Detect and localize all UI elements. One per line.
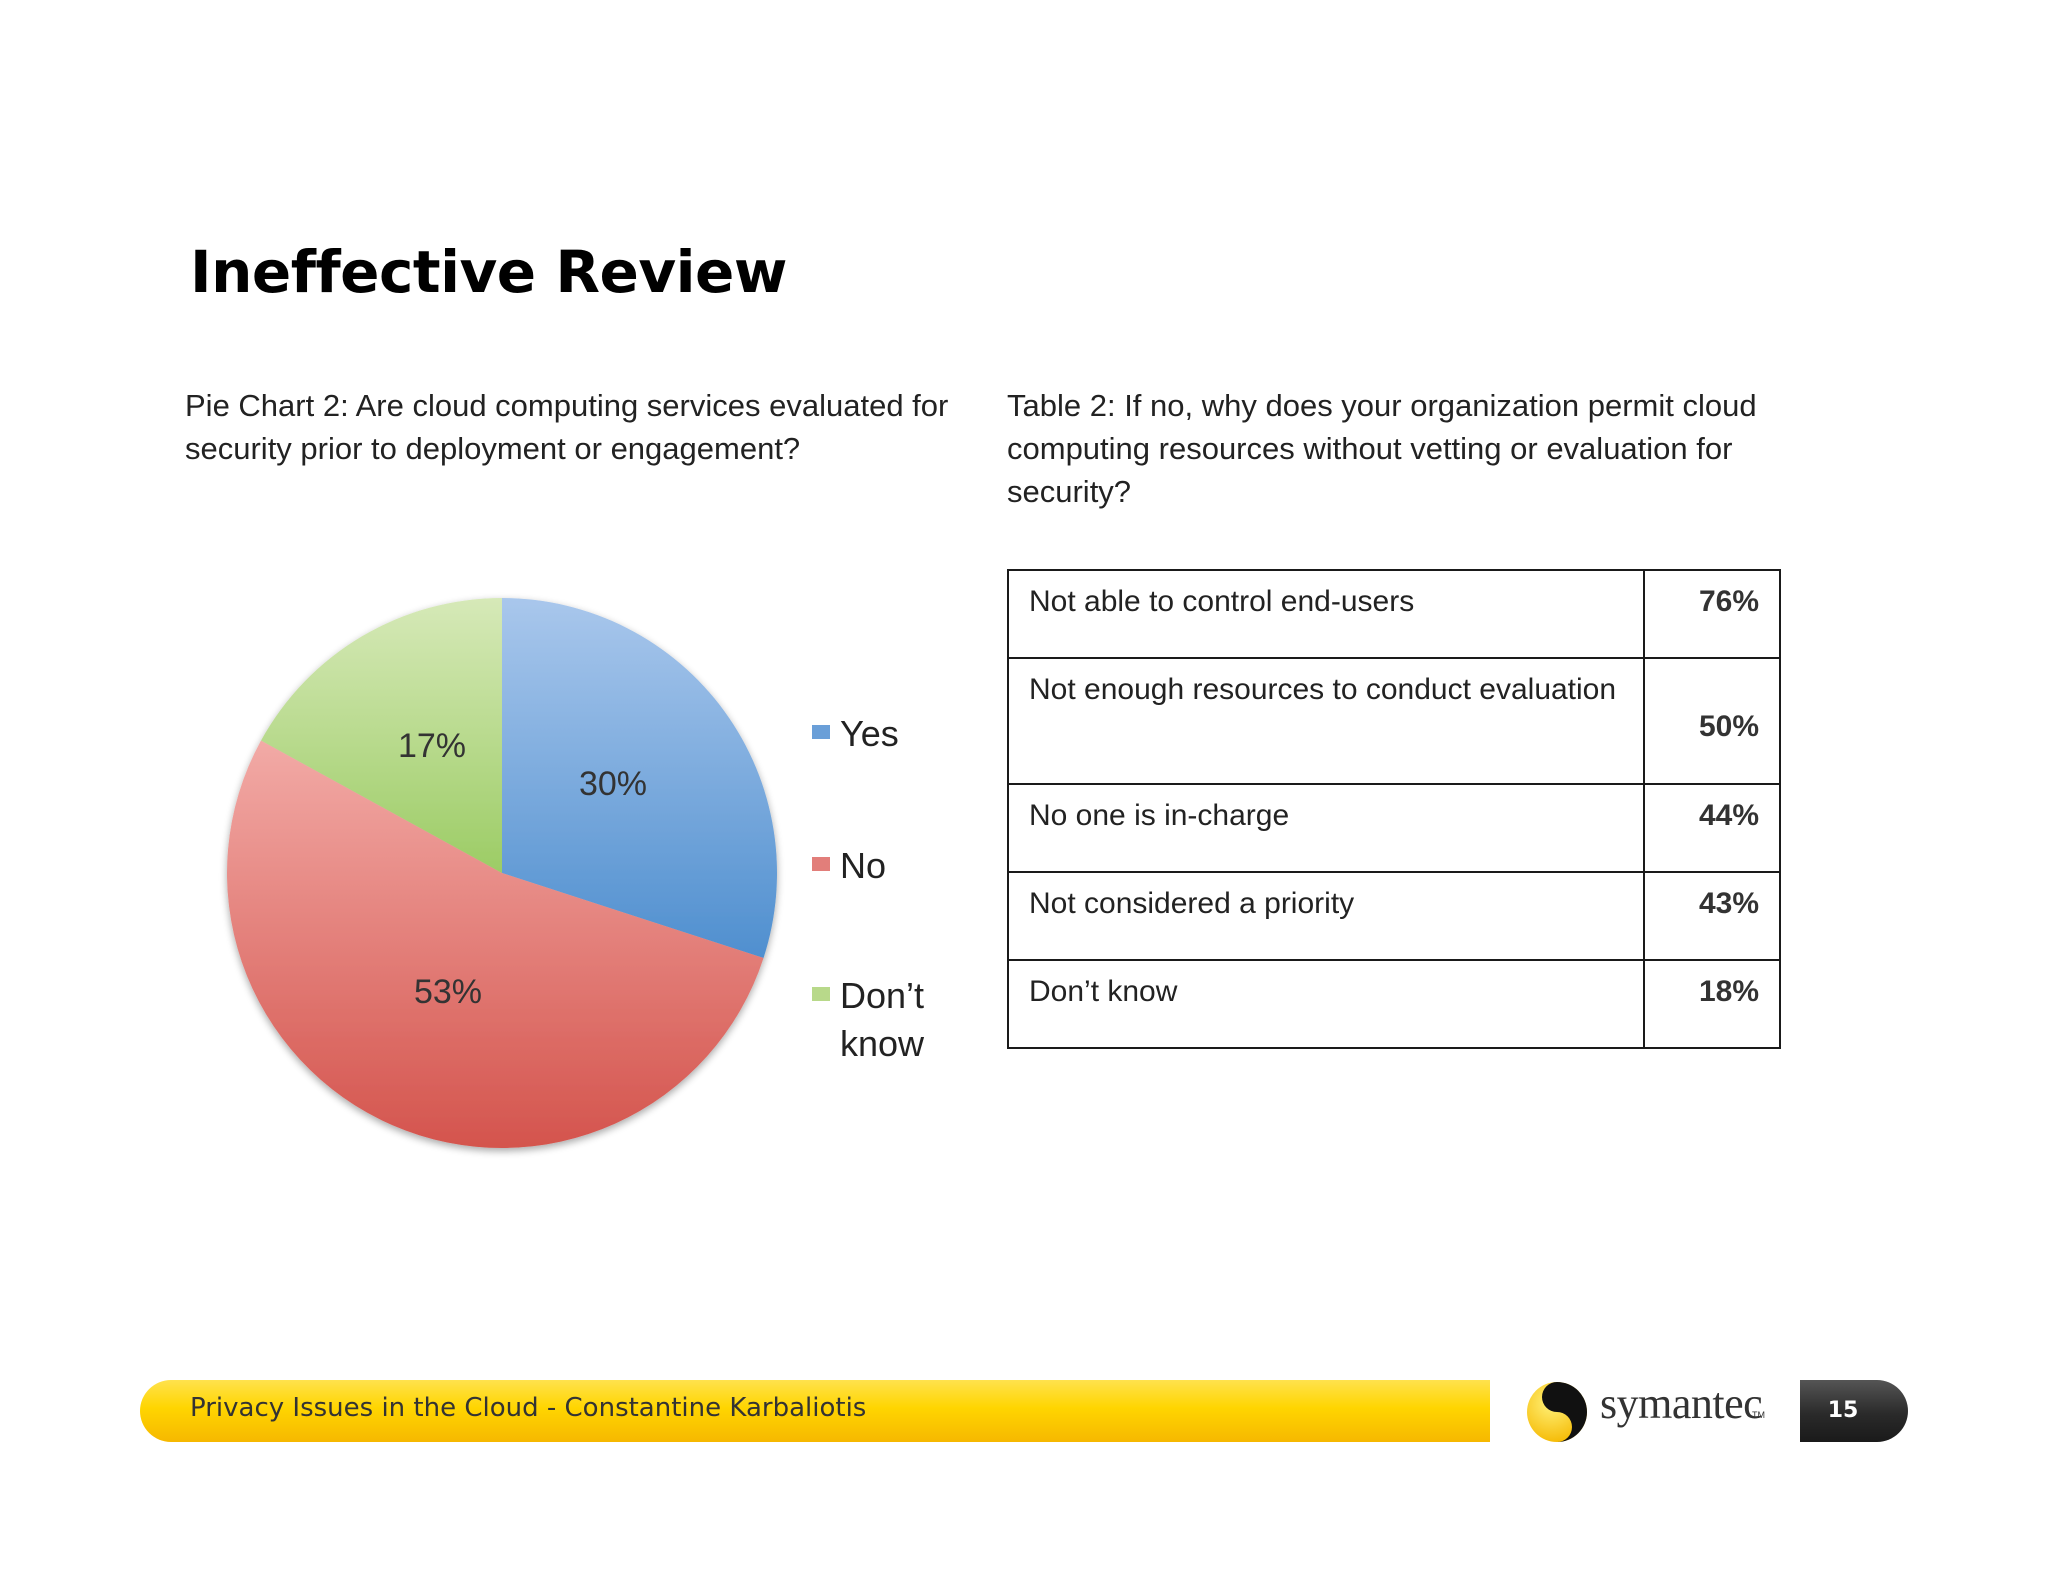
- table-row: Not enough resources to conduct evaluati…: [1007, 657, 1781, 785]
- reason-cell: Not able to control end-users: [1007, 569, 1645, 659]
- legend-label: know: [840, 1023, 925, 1064]
- reason-cell: Not enough resources to conduct evaluati…: [1007, 657, 1645, 785]
- reason-cell: No one is in-charge: [1007, 783, 1645, 873]
- reasons-table: Not able to control end-users 76% Not en…: [1007, 569, 1781, 1049]
- pie-slice-don-t-know: [261, 598, 502, 873]
- footer-bar: [140, 1380, 1490, 1442]
- page-number: 15: [1827, 1398, 1859, 1423]
- legend-label: Yes: [840, 713, 899, 754]
- page-number-badge: 15: [1800, 1380, 1908, 1442]
- legend-swatch: [812, 857, 830, 871]
- legend-label: Don’t: [840, 975, 924, 1016]
- percent-cell: 18%: [1643, 959, 1781, 1049]
- table-row: Not able to control end-users 76%: [1007, 569, 1781, 659]
- percent-cell: 50%: [1643, 657, 1781, 785]
- reason-cell: Don’t know: [1007, 959, 1645, 1049]
- percent-cell: 43%: [1643, 871, 1781, 961]
- legend-swatch: [812, 725, 830, 739]
- pie-data-label: 17%: [398, 727, 466, 765]
- legend-swatch: [812, 987, 830, 1001]
- percent-cell: 76%: [1643, 569, 1781, 659]
- footer-text: Privacy Issues in the Cloud - Constantin…: [190, 1393, 867, 1423]
- table-row: No one is in-charge 44%: [1007, 783, 1781, 873]
- pie-chart-caption: Pie Chart 2: Are cloud computing service…: [185, 388, 949, 466]
- slide-title: Ineffective Review: [190, 238, 787, 306]
- pie-slice-no: [226, 740, 764, 1149]
- pie-data-label: 53%: [414, 973, 482, 1011]
- legend-label: No: [840, 845, 886, 886]
- table-caption: Table 2: If no, why does your organizati…: [1007, 388, 1757, 509]
- symantec-logo-icon: [1527, 1382, 1587, 1442]
- brand-name: symantec: [1600, 1379, 1763, 1428]
- reason-cell: Not considered a priority: [1007, 871, 1645, 961]
- table-row: Don’t know 18%: [1007, 959, 1781, 1049]
- table-row: Not considered a priority 43%: [1007, 871, 1781, 961]
- percent-cell: 44%: [1643, 783, 1781, 873]
- brand-trademark: TM: [1752, 1410, 1765, 1420]
- pie-data-label: 30%: [579, 765, 647, 803]
- pie-slice-yes: [502, 598, 777, 958]
